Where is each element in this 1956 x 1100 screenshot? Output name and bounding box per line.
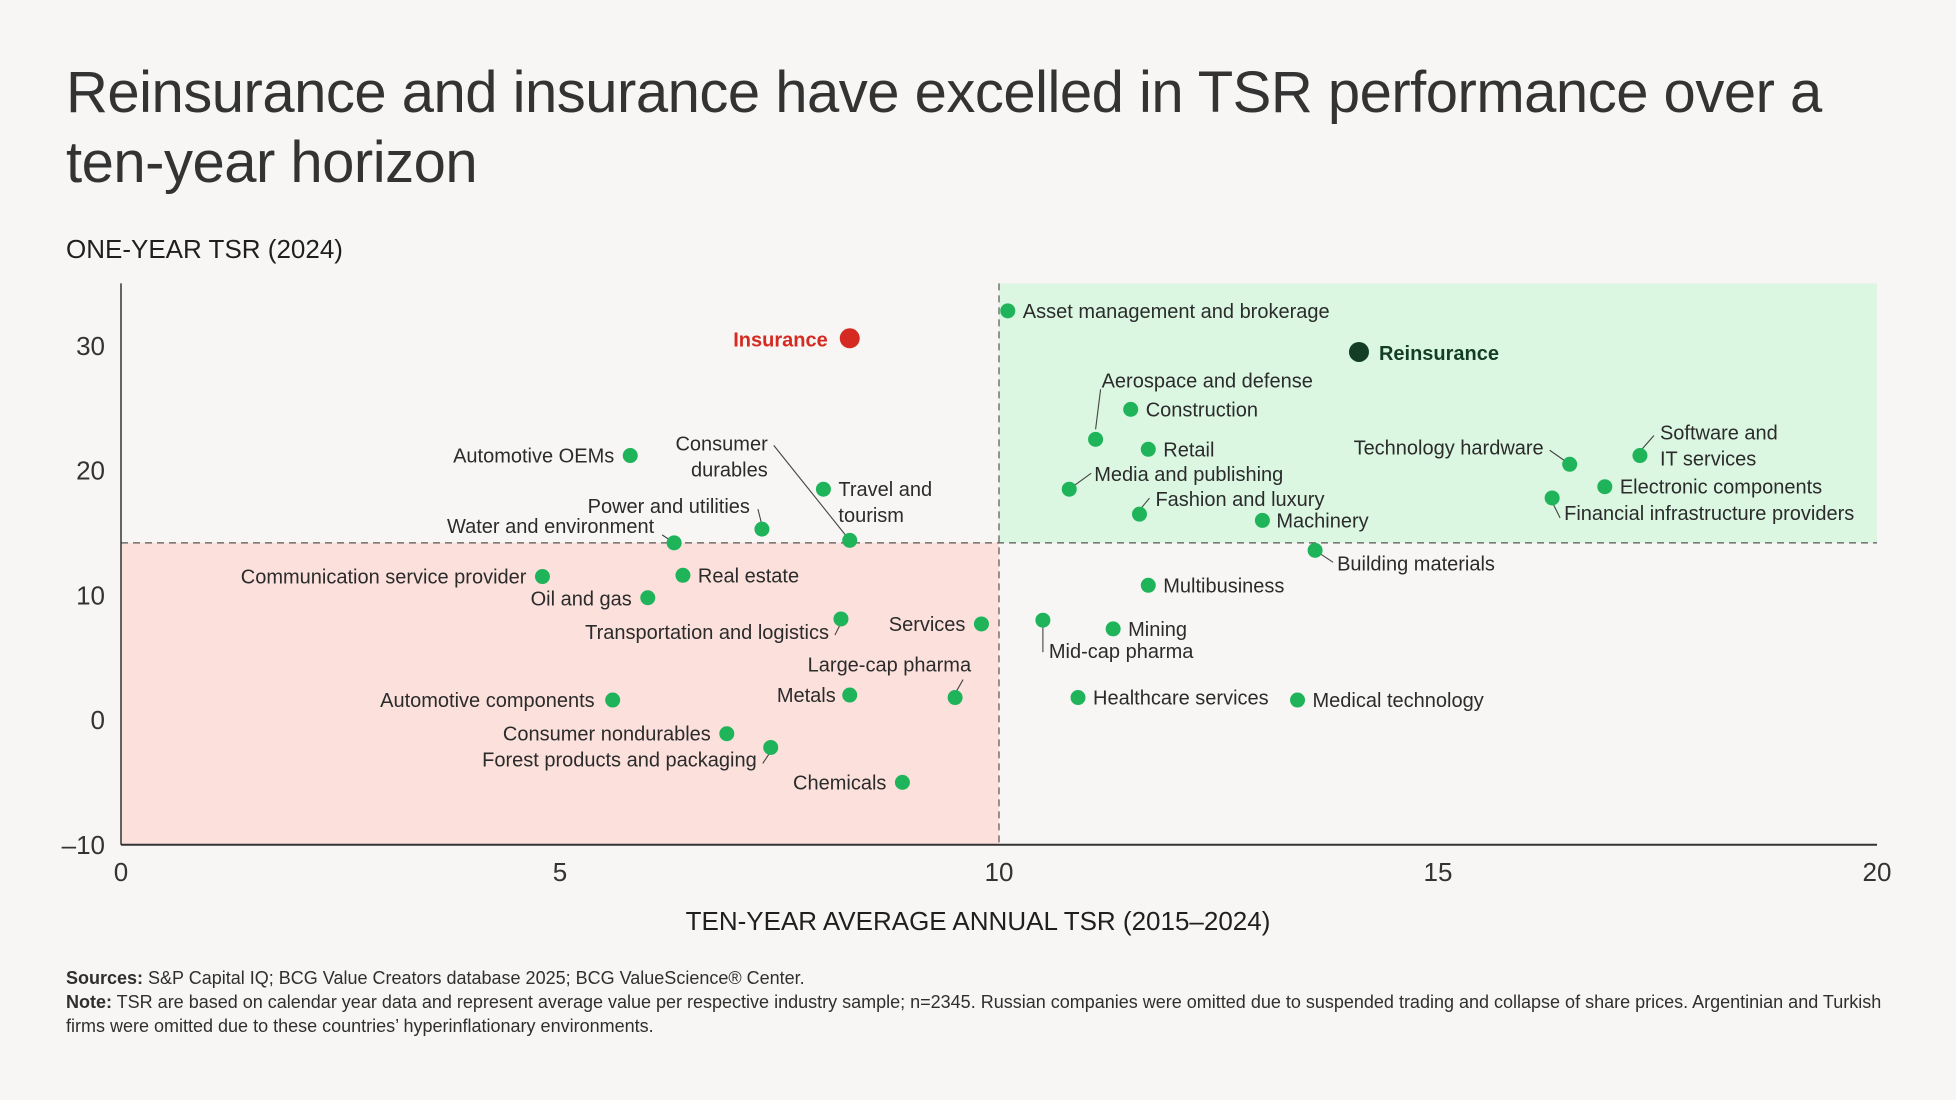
point-label: Reinsurance: [1379, 343, 1499, 365]
data-point: [1348, 341, 1369, 362]
point-label: Software and IT services: [1660, 423, 1778, 471]
data-point: [842, 532, 858, 548]
data-point: [1562, 456, 1578, 472]
x-tick-label: 20: [1863, 857, 1892, 887]
point-label: Chemicals: [793, 772, 886, 794]
point-label: Building materials: [1337, 553, 1495, 575]
point-label: Large-cap pharma: [808, 655, 972, 677]
data-point: [815, 481, 831, 497]
point-label: Machinery: [1276, 510, 1368, 532]
point-label: Transportation and logistics: [585, 622, 829, 644]
x-tick-label: 10: [985, 857, 1014, 887]
data-point: [1070, 690, 1086, 706]
leader-line: [773, 445, 851, 541]
point-label: Consumer nondurables: [503, 724, 711, 746]
data-point: [839, 328, 860, 349]
data-point: [754, 521, 770, 537]
sources-label: Sources:: [66, 968, 144, 988]
y-tick-label: 0: [91, 705, 105, 735]
data-point: [1123, 401, 1139, 417]
point-label: Mining: [1128, 619, 1187, 641]
point-label: Oil and gas: [531, 589, 632, 611]
note-label: Note:: [66, 992, 112, 1012]
data-point: [1597, 479, 1613, 495]
point-label: Technology hardware: [1354, 437, 1544, 459]
data-point: [842, 687, 858, 703]
point-label: Real estate: [698, 565, 799, 587]
quadrant-high-high: [999, 283, 1877, 543]
data-point: [719, 726, 735, 742]
data-point: [1632, 448, 1648, 464]
x-tick-label: 0: [114, 857, 128, 887]
note-text: TSR are based on calendar year data and …: [66, 992, 1882, 1036]
data-point: [973, 616, 989, 632]
leader-line: [1095, 389, 1102, 430]
data-point: [605, 692, 621, 708]
data-point: [1290, 692, 1306, 708]
data-point: [894, 774, 910, 790]
data-point: [622, 448, 638, 464]
data-point: [1000, 303, 1016, 319]
point-label: Automotive OEMs: [453, 446, 614, 468]
data-point: [534, 569, 550, 585]
point-label: Aerospace and defense: [1102, 370, 1313, 392]
point-label: Metals: [777, 685, 836, 707]
data-point: [1140, 441, 1156, 457]
x-axis-label: TEN-YEAR AVERAGE ANNUAL TSR (2015–2024): [685, 906, 1271, 936]
data-point: [1088, 431, 1104, 447]
point-label: Multibusiness: [1163, 575, 1284, 597]
y-axis-label: ONE-YEAR TSR (2024): [66, 234, 343, 264]
point-label: Services: [889, 614, 966, 636]
data-point: [1105, 621, 1121, 637]
data-point: [666, 535, 682, 551]
chart-title: Reinsurance and insurance have excelled …: [66, 60, 1822, 195]
point-label: Electronic components: [1620, 477, 1822, 499]
x-tick-label: 5: [553, 857, 567, 887]
data-point: [1061, 481, 1077, 497]
point-label: Travel and tourism: [838, 479, 932, 527]
point-label: Fashion and luxury: [1155, 489, 1324, 511]
point-label: Power and utilities: [588, 496, 750, 518]
point-label: Consumer durables: [675, 433, 768, 481]
data-point: [675, 567, 691, 583]
data-point: [1035, 612, 1051, 628]
data-point: [1254, 512, 1270, 528]
y-tick-label: –10: [62, 830, 105, 860]
point-label: Communication service provider: [241, 567, 527, 589]
point-label: Medical technology: [1313, 690, 1484, 712]
y-tick-label: 20: [76, 456, 105, 486]
point-label: Retail: [1163, 439, 1214, 461]
point-label: Financial infrastructure providers: [1564, 503, 1854, 525]
sources-note: Sources: S&P Capital IQ; BCG Value Creat…: [66, 966, 1916, 990]
data-point: [1140, 577, 1156, 593]
point-label: Media and publishing: [1094, 464, 1283, 486]
footnote: Note: TSR are based on calendar year dat…: [66, 990, 1916, 1038]
point-label: Healthcare services: [1093, 688, 1269, 710]
y-tick-label: 10: [76, 580, 105, 610]
data-point: [640, 590, 656, 606]
point-label: Insurance: [733, 329, 827, 351]
data-point: [947, 690, 963, 706]
sources-text: S&P Capital IQ; BCG Value Creators datab…: [143, 968, 805, 988]
point-label: Asset management and brokerage: [1023, 301, 1330, 323]
point-label: Mid-cap pharma: [1049, 641, 1194, 663]
x-tick-label: 15: [1424, 857, 1453, 887]
data-point: [1544, 490, 1560, 506]
point-label: Automotive components: [380, 690, 595, 712]
data-point: [1131, 506, 1147, 522]
point-label: Forest products and packaging: [482, 749, 757, 771]
data-point: [833, 611, 849, 627]
y-tick-label: 30: [76, 331, 105, 361]
data-point: [763, 739, 779, 755]
point-label: Construction: [1146, 399, 1258, 421]
point-label: Water and environment: [447, 516, 655, 538]
data-point: [1307, 542, 1323, 558]
